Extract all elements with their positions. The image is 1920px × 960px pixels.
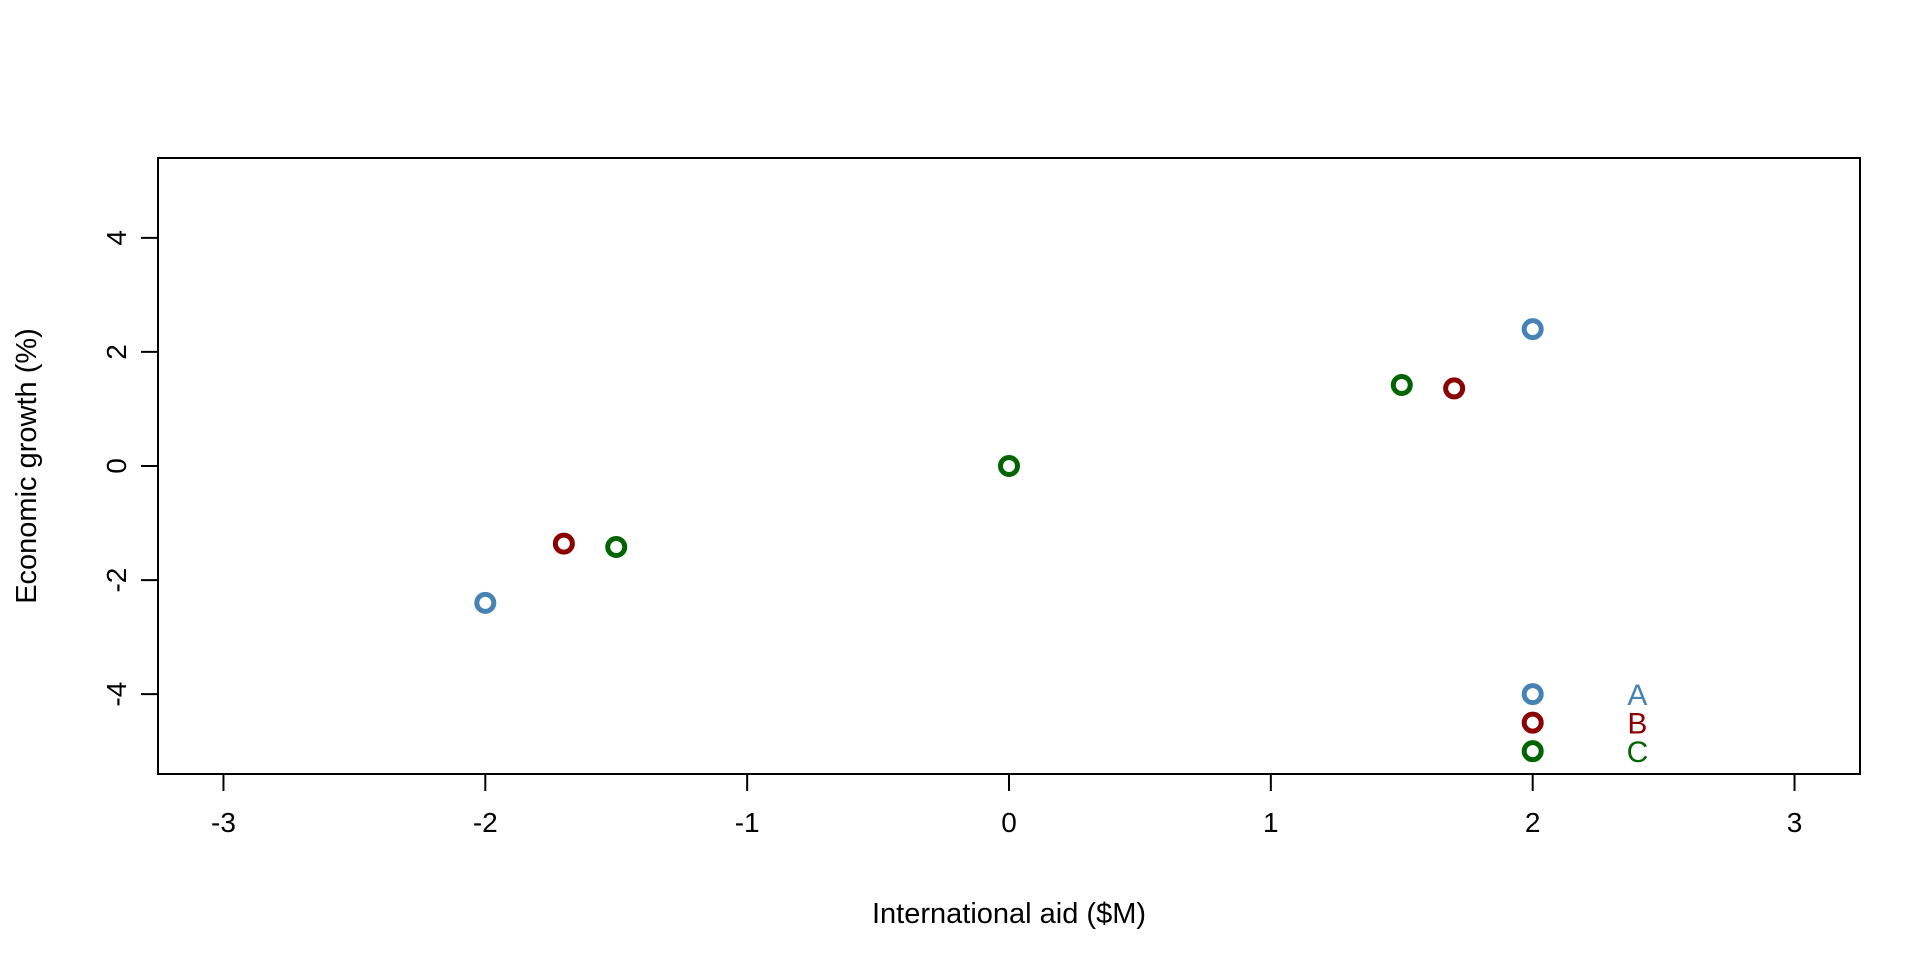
data-point-c [1390,374,1413,397]
x-axis-title: International aid ($M) [872,898,1146,930]
x-axis: -3 -2 -1 0 1 2 3 [211,773,1803,838]
data-point-c [605,535,628,558]
data-point-b [1443,377,1466,400]
data-point-center [484,601,487,605]
data-points [474,318,1544,614]
y-axis: -4 -2 0 2 4 [101,230,159,707]
legend-label-b: B [1627,708,1647,741]
legend-label-a: A [1627,679,1647,712]
data-point-b [552,532,575,555]
x-tick-label: -2 [473,807,498,838]
x-tick-label: 2 [1525,807,1541,838]
legend-symbol-c [1521,740,1544,763]
x-tick-label: 0 [1001,807,1017,838]
y-tick-label: 4 [101,230,132,246]
y-tick-label: -2 [101,568,132,593]
legend-symbol-a [1521,683,1544,706]
x-tick-label: -1 [735,807,760,838]
y-tick-label: 0 [101,458,132,474]
legend-symbol-b [1521,711,1544,734]
data-point-center [615,545,618,549]
data-point-c [998,455,1020,477]
data-point-center [562,542,566,545]
data-point-a [474,591,497,614]
data-point-center [1007,464,1011,468]
data-point-center [1452,387,1456,390]
legend-symbol-center [1531,721,1534,724]
x-tick-label: -3 [211,807,236,838]
data-point-a [1521,318,1544,341]
data-point-center [1531,327,1534,331]
x-tick-label: 3 [1787,807,1803,838]
legend-symbol-center [1531,749,1534,753]
legend-label-c: C [1627,736,1649,769]
y-tick-label: -4 [101,682,132,707]
data-point-center [1400,383,1403,387]
legend: ABC [1521,679,1649,769]
y-axis-title: Economic growth (%) [11,328,43,604]
y-tick-label: 2 [101,344,132,360]
x-tick-label: 1 [1263,807,1279,838]
legend-symbol-center [1531,692,1534,696]
